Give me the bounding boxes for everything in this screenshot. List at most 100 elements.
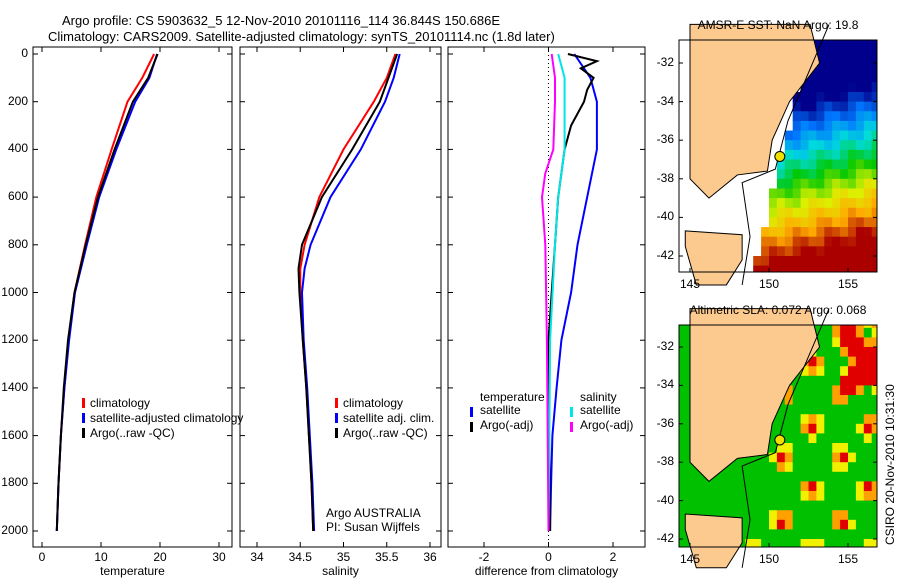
map-cell (808, 91, 817, 103)
map-cell (848, 178, 857, 189)
map-cell (800, 169, 809, 180)
map-cell (824, 40, 833, 45)
map-cell (871, 265, 878, 273)
map-cell (840, 337, 849, 348)
map-cell (855, 207, 865, 218)
map-cell (855, 471, 865, 482)
x-axis-label: difference from climatology (474, 564, 619, 578)
map-cell (871, 120, 878, 132)
map-cell (808, 375, 817, 386)
map-cell (753, 256, 762, 267)
map-cell (855, 366, 865, 377)
map-cell (776, 462, 786, 473)
map-cell (824, 510, 833, 521)
map-cell (800, 375, 809, 386)
map-cell (784, 481, 794, 492)
map-cell (824, 347, 833, 358)
map-cell (808, 491, 817, 502)
y-tick-label: 1000 (1, 284, 28, 299)
map-cell (832, 159, 841, 170)
map-cell (792, 375, 802, 386)
map-cell (848, 529, 857, 540)
map-cell (824, 256, 833, 267)
map-cell (855, 529, 865, 540)
map-cell (832, 111, 841, 122)
map-cell (848, 265, 857, 273)
map-cell (832, 325, 841, 329)
map-cell (863, 265, 873, 273)
map-cell (871, 500, 878, 511)
map-cell (855, 500, 865, 511)
map-cell (792, 120, 802, 132)
map-cell (808, 366, 817, 377)
legend-entry: satellite (480, 403, 521, 417)
y-tick-label: 1600 (1, 427, 28, 442)
map-cell (761, 539, 770, 548)
map-cell (863, 178, 873, 189)
map-cell (855, 443, 865, 454)
series-line-temperature-argo-adj- (547, 53, 600, 532)
map-cell (871, 404, 878, 415)
map-cell (792, 227, 802, 238)
map-cell (832, 519, 841, 530)
map-cell (848, 539, 857, 548)
map-cell (871, 375, 878, 386)
map-cell (792, 385, 802, 396)
map-cell (848, 140, 857, 151)
map-cell (800, 111, 809, 122)
map-cell (769, 500, 778, 511)
map-cell (863, 40, 873, 45)
map-cell (840, 500, 849, 511)
map-cell (816, 366, 825, 377)
map-cell (816, 43, 825, 54)
map-cell (848, 462, 857, 473)
x-tick-label: 10 (94, 550, 108, 564)
map-cell (808, 385, 817, 396)
map-cell (808, 178, 817, 189)
map-cell (824, 375, 833, 386)
map-cell (808, 471, 817, 482)
map-cell (840, 414, 849, 425)
map-cell (761, 500, 770, 511)
map-cell (808, 452, 817, 463)
map-cell (808, 217, 817, 228)
map-cell (816, 327, 825, 338)
y-tick-label: 1200 (1, 332, 28, 347)
map-cell (784, 452, 794, 463)
map-cell (816, 519, 825, 530)
map-y-tick-label: -36 (656, 415, 674, 430)
map-cell (784, 385, 794, 396)
map-cell (832, 395, 841, 406)
map-cell (840, 256, 849, 267)
map-cell (871, 53, 878, 64)
map-cell (855, 327, 865, 338)
map-cell (824, 188, 833, 199)
map-cell (808, 462, 817, 473)
map-cell (784, 265, 794, 273)
map-cell (824, 169, 833, 180)
map-y-tick-label: -34 (656, 377, 674, 392)
legend-entry: climatology (90, 396, 151, 410)
map-cell (769, 510, 778, 521)
map-cell (840, 111, 849, 122)
map-cell (832, 452, 841, 463)
map-cell (863, 443, 873, 454)
plot-frame (239, 46, 442, 548)
map-cell (855, 519, 865, 530)
legend-swatch (470, 422, 473, 432)
map-cell (832, 433, 841, 444)
map-cell (776, 510, 786, 521)
map-cell (848, 149, 857, 160)
map-cell (848, 395, 857, 406)
map-cell (816, 188, 825, 199)
map-cell (863, 471, 873, 482)
map-cell (855, 227, 865, 238)
map-cell (824, 198, 833, 209)
map-cell (848, 120, 857, 132)
map-cell (776, 207, 786, 218)
map-cell (855, 217, 865, 228)
map-cell (863, 510, 873, 521)
map-x-tick-label: 150 (758, 552, 780, 566)
map-cell (848, 101, 857, 112)
